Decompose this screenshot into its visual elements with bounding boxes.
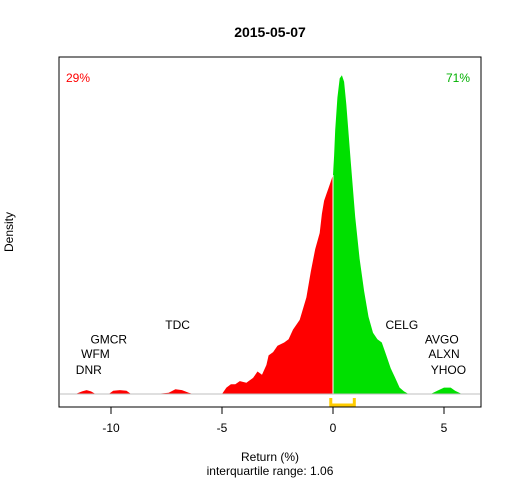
ticker-label: AVGO — [425, 332, 459, 346]
x-tick-label: -10 — [102, 421, 120, 435]
x-axis: -10 -5 0 5 — [102, 407, 448, 435]
ticker-label: ALXN — [428, 347, 459, 361]
iqr-subtitle: interquartile range: 1.06 — [207, 464, 334, 478]
ticker-label: DNR — [76, 363, 102, 377]
ticker-label: WFM — [81, 347, 110, 361]
ticker-label: CELG — [385, 318, 418, 332]
x-tick-label: -5 — [217, 421, 228, 435]
positive-density-area — [333, 75, 467, 394]
negative-share-label: 29% — [66, 71, 90, 85]
ticker-label: GMCR — [90, 332, 127, 346]
ticker-label: TDC — [165, 318, 190, 332]
chart-title: 2015-05-07 — [234, 24, 306, 40]
y-axis-label: Density — [2, 212, 16, 252]
x-tick-label: 0 — [330, 421, 337, 435]
x-tick-label: 5 — [441, 421, 448, 435]
negative-density-area — [66, 175, 333, 394]
x-axis-label: Return (%) — [241, 450, 299, 464]
positive-share-label: 71% — [446, 71, 470, 85]
ticker-label: YHOO — [431, 363, 466, 377]
iqr-bracket — [329, 398, 356, 407]
plot-frame — [58, 56, 482, 408]
